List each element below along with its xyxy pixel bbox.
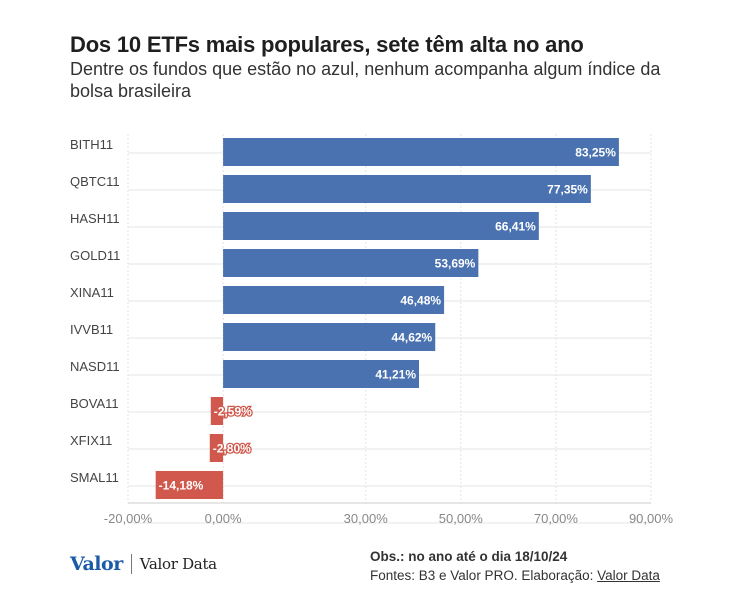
x-tick-label: 0,00% <box>205 511 242 526</box>
logo-divider <box>130 554 132 574</box>
category-label: XFIX11 <box>70 433 112 448</box>
sources-note: Fontes: B3 e Valor PRO. Elaboração: Valo… <box>370 566 660 585</box>
bar <box>223 138 619 166</box>
category-label: BOVA11 <box>70 396 119 411</box>
value-label: 53,69% <box>435 257 476 271</box>
value-label: 41,21% <box>375 368 416 382</box>
category-label: BITH11 <box>70 137 113 152</box>
brand-logos: Valor Valor Data <box>70 553 217 575</box>
valor-data-link[interactable]: Valor Data <box>597 568 660 583</box>
value-label: 83,25% <box>575 146 616 160</box>
valor-logo: Valor <box>70 553 123 575</box>
chart-title: Dos 10 ETFs mais populares, sete têm alt… <box>70 32 584 57</box>
category-label: XINA11 <box>70 285 114 300</box>
bar <box>223 212 539 240</box>
sources-text: Fontes: B3 e Valor PRO. Elaboração: <box>370 568 598 583</box>
observation-note: Obs.: no ano até o dia 18/10/24 <box>370 549 568 564</box>
category-label: HASH11 <box>70 211 120 226</box>
bar <box>155 471 224 499</box>
category-label: IVVB11 <box>70 322 113 337</box>
category-label: GOLD11 <box>70 248 120 263</box>
x-tick-label: 90,00% <box>629 511 674 526</box>
value-label: -2,59% <box>214 405 252 419</box>
x-tick-label: 70,00% <box>534 511 579 526</box>
bar <box>210 397 224 425</box>
category-label: QBTC11 <box>70 174 120 189</box>
valor-data-logo: Valor Data <box>139 555 217 573</box>
bar <box>223 360 420 388</box>
x-tick-label: -20,00% <box>104 511 153 526</box>
bar <box>223 323 436 351</box>
chart-subtitle: Dentre os fundos que estão no azul, nenh… <box>70 59 661 101</box>
value-label: 66,41% <box>495 220 536 234</box>
x-tick-label: 50,00% <box>439 511 484 526</box>
bar <box>223 175 591 203</box>
category-label: SMAL11 <box>70 470 119 485</box>
category-label: NASD11 <box>70 359 120 374</box>
chart-notes: Obs.: no ano até o dia 18/10/24 Fontes: … <box>370 547 660 585</box>
bar <box>209 434 224 462</box>
value-label: -14,18% <box>159 479 204 493</box>
bar <box>223 286 445 314</box>
value-label: 44,62% <box>392 331 433 345</box>
value-label: 77,35% <box>547 183 588 197</box>
x-tick-label: 30,00% <box>344 511 389 526</box>
bar <box>223 249 479 277</box>
value-label: -2,80% <box>213 442 251 456</box>
value-label: 46,48% <box>400 294 441 308</box>
